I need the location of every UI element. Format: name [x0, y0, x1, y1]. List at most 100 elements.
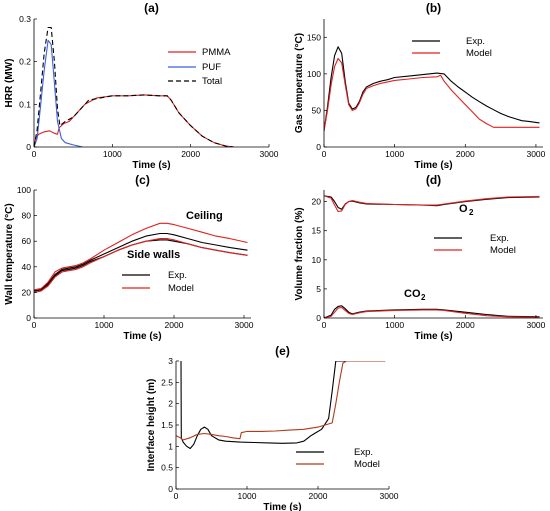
x-tick-label-e-0: 0 — [174, 491, 179, 501]
x-axis-label-a: Time (s) — [132, 160, 170, 171]
annotation-c-1: Side walls — [127, 249, 180, 261]
chart-panel-a: (a) 0 1000 2000 3000 0 0.1 0.2 0.3 Time (s) HRR (M… — [4, 1, 279, 171]
y-tick-label-d-0: 0 — [316, 313, 321, 323]
x-tick-label-c-2: 2000 — [165, 320, 184, 330]
annotation-d-1: 2 — [469, 208, 474, 217]
series-line-d-1 — [324, 195, 540, 213]
y-axis-label-b: Gas temperature (°C) — [294, 33, 305, 133]
series-group-a — [34, 26, 234, 147]
x-tick-label-e-3: 3000 — [380, 491, 399, 501]
y-tick-label-e-6: 3 — [168, 356, 173, 366]
legend-a: PMMA PUF Total — [168, 47, 231, 87]
y-tick-label-e-3: 1.5 — [161, 420, 173, 430]
panel-title-e: (e) — [275, 344, 290, 358]
legend-d: Exp.Model — [434, 233, 516, 256]
x-axis-label-b: Time (s) — [414, 160, 452, 171]
x-axis-label-c: Time (s) — [123, 331, 161, 342]
annotation-d-0: O — [459, 203, 468, 215]
y-tick-label-c-3: 60 — [22, 236, 32, 246]
series-line-e-0 — [180, 361, 386, 450]
panel-title-a: (a) — [144, 1, 159, 15]
y-tick-label-c-4: 80 — [22, 211, 32, 221]
chart-panel-b: (b) 0 1000 2000 3000 0 50 100 150 Time (s) Gas tem… — [294, 1, 546, 171]
panel-title-b: (b) — [426, 1, 441, 15]
legend-entry-d-1: Model — [490, 245, 516, 256]
legend-entry-e-0: Exp. — [354, 447, 373, 458]
x-tick-label-a-3: 3000 — [260, 149, 279, 159]
x-tick-label-b-1: 1000 — [385, 149, 404, 159]
y-axis-label-a: HRR (MW) — [4, 59, 15, 108]
y-tick-label-e-1: 0.5 — [161, 463, 173, 473]
y-axis-label-e: Interface height (m) — [146, 379, 157, 472]
series-line-a-0 — [34, 94, 234, 147]
panel-title-c: (c) — [135, 173, 150, 187]
chart-panel-e: (e) 0 1000 2000 3000 0 0.5 1 1.5 2 2.5 3 Time (s) Int… — [146, 344, 399, 511]
x-tick-label-d-3: 3000 — [526, 320, 545, 330]
y-tick-label-b-2: 100 — [307, 69, 321, 79]
x-axis-label-e: Time (s) — [263, 502, 301, 511]
series-line-c-0 — [34, 232, 248, 292]
y-tick-label-b-0: 0 — [316, 142, 321, 152]
legend-entry-b-0: Exp. — [466, 36, 485, 47]
y-tick-label-d-3: 15 — [312, 226, 322, 236]
legend-entry-d-0: Exp. — [490, 233, 509, 244]
x-tick-label-a-2: 2000 — [181, 149, 200, 159]
y-tick-label-d-1: 5 — [316, 284, 321, 294]
legend-entry-c-0: Exp. — [168, 270, 187, 281]
x-tick-label-d-0: 0 — [322, 320, 327, 330]
series-line-a-1 — [34, 39, 83, 147]
series-line-a-2 — [34, 26, 234, 147]
y-tick-label-a-1: 0.1 — [19, 99, 31, 109]
x-tick-label-c-3: 3000 — [235, 320, 254, 330]
legend-entry-b-1: Model — [466, 48, 492, 59]
y-tick-label-c-5: 100 — [17, 185, 31, 195]
series-group-b — [324, 46, 540, 131]
y-tick-label-e-5: 2.5 — [161, 377, 173, 387]
series-line-c-2 — [34, 239, 248, 292]
legend-c: Exp. Model — [122, 270, 194, 294]
series-line-d-2 — [324, 305, 540, 318]
x-tick-label-c-1: 1000 — [95, 320, 114, 330]
x-tick-label-d-1: 1000 — [385, 320, 404, 330]
series-line-d-0 — [324, 195, 540, 210]
x-tick-label-b-3: 3000 — [526, 149, 545, 159]
x-tick-label-c-0: 0 — [32, 320, 37, 330]
y-tick-label-e-4: 2 — [168, 399, 173, 409]
annotation-d-2: CO — [404, 288, 421, 300]
y-tick-label-c-1: 20 — [22, 287, 32, 297]
y-axis-label-d: Volume fraction (%) — [294, 207, 305, 300]
y-tick-label-b-3: 150 — [307, 32, 321, 42]
legend-entry-a-1: PUF — [202, 62, 221, 73]
series-group-e — [176, 361, 386, 450]
series-line-e-1 — [176, 361, 386, 441]
x-tick-label-b-2: 2000 — [456, 149, 475, 159]
x-tick-label-e-2: 2000 — [309, 491, 328, 501]
y-tick-label-a-0: 0 — [26, 142, 31, 152]
chart-panel-d: (d) 0 1000 2000 3000 0 5 10 15 20 Time (s) Volume f… — [294, 173, 546, 342]
chart-panel-c: (c) 0 1000 2000 3000 0 20 40 60 80 100 Time (s) Wall… — [4, 173, 254, 342]
x-tick-label-a-1: 1000 — [103, 149, 122, 159]
series-line-d-3 — [324, 306, 540, 318]
y-tick-label-d-4: 20 — [312, 197, 322, 207]
y-tick-label-c-2: 40 — [22, 262, 32, 272]
x-tick-label-b-0: 0 — [322, 149, 327, 159]
series-group-c — [34, 222, 248, 293]
x-tick-label-d-2: 2000 — [456, 320, 475, 330]
annotation-c-0: Ceiling — [186, 210, 223, 222]
y-tick-label-e-0: 0 — [168, 484, 173, 494]
series-line-c-3 — [34, 238, 248, 293]
x-axis-label-d: Time (s) — [414, 331, 452, 342]
legend-entry-c-1: Model — [168, 283, 194, 294]
series-group-d — [324, 195, 540, 318]
series-line-c-1 — [34, 222, 248, 291]
y-tick-label-a-3: 0.3 — [19, 14, 31, 24]
y-tick-label-b-1: 50 — [312, 105, 322, 115]
panel-title-d: (d) — [426, 173, 441, 187]
y-axis-label-c: Wall temperature (°C) — [4, 203, 15, 304]
annotation-d-3: 2 — [421, 293, 426, 302]
series-line-b-0 — [324, 46, 540, 131]
legend-e: Exp.Model — [296, 447, 380, 470]
legend-entry-a-2: Total — [202, 76, 222, 87]
legend-entry-a-0: PMMA — [202, 47, 231, 58]
